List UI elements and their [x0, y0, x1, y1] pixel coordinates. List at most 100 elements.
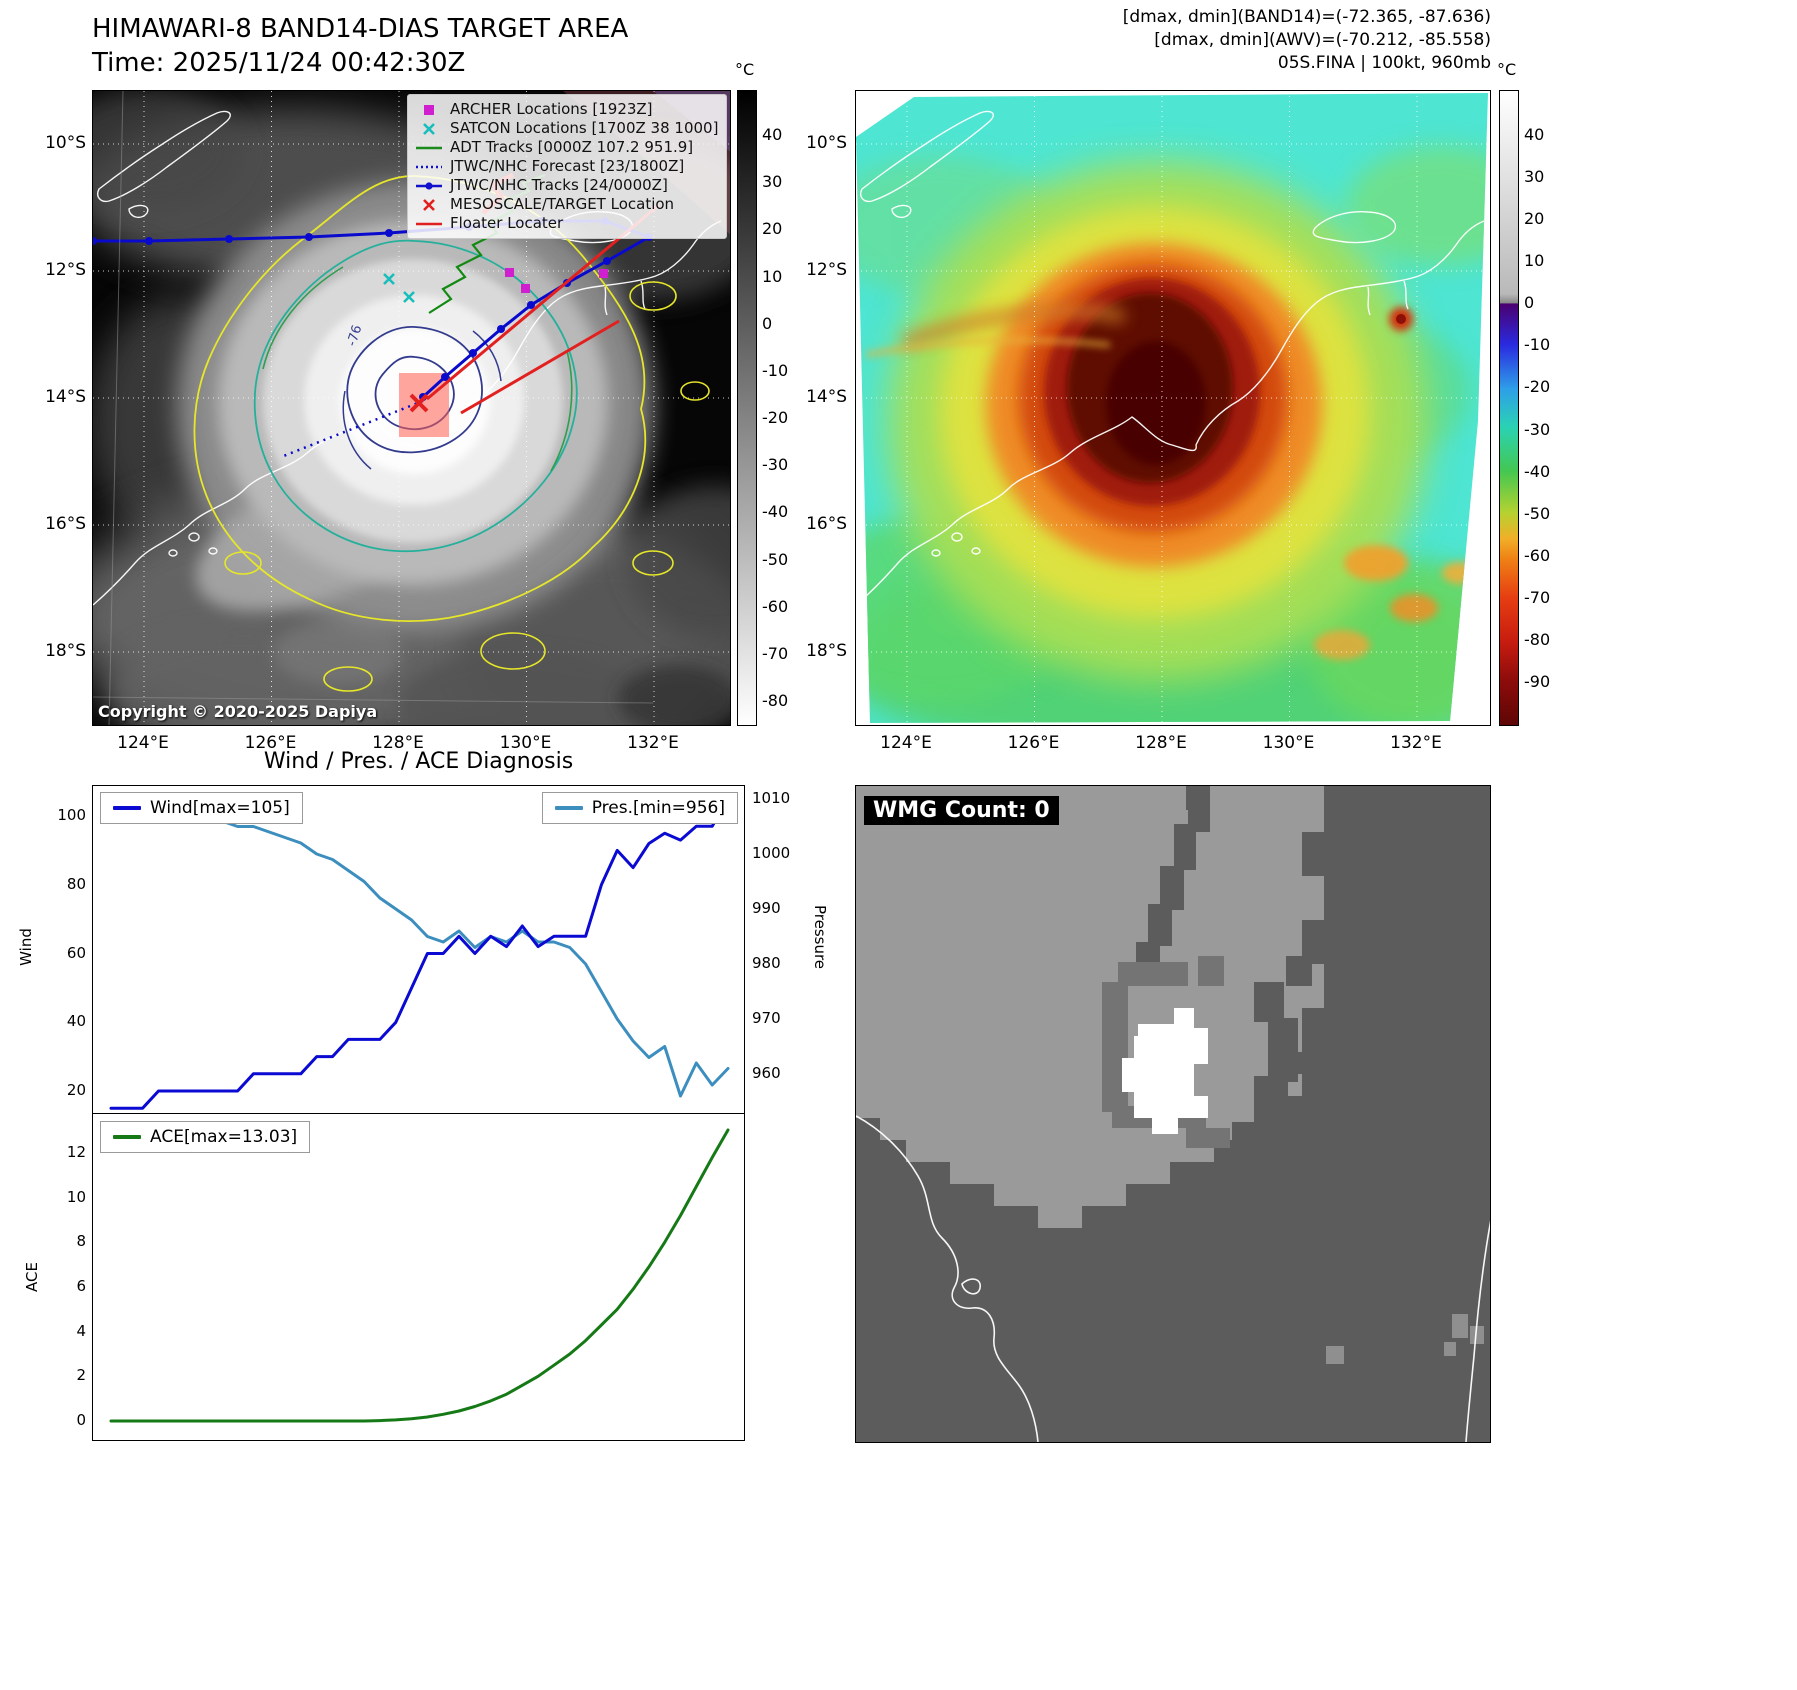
satcon-marker	[383, 273, 395, 285]
temperature-contours: -76	[193, 175, 710, 692]
floater-line	[460, 319, 620, 415]
map-legend: ARCHER Locations [1923Z] SATCON Locations…	[407, 94, 727, 239]
coastlines	[856, 1115, 1490, 1442]
colorbar-tick: 10	[762, 266, 783, 286]
ace-axis-label: ACE	[23, 1262, 41, 1292]
colorbar-tick: -80	[762, 691, 789, 710]
lat-tick: 18°S	[806, 641, 847, 661]
colorbar-tick: 30	[1524, 167, 1545, 187]
lat-tick: 16°S	[45, 514, 86, 534]
target-area-box	[399, 373, 449, 437]
archer-marker	[521, 284, 530, 293]
coastlines	[856, 110, 1485, 606]
colorbar-unit: °C	[735, 60, 755, 79]
archer-marker	[599, 269, 608, 278]
wind-ytick: 20	[66, 1081, 86, 1099]
wind-ytick: 100	[57, 806, 86, 824]
ace-legend-label: ACE[max=13.03]	[150, 1127, 298, 1147]
colorbar-tick: -70	[1524, 587, 1551, 607]
colorbar-tick: 10	[1524, 251, 1545, 271]
ace-ytick: 4	[76, 1321, 86, 1340]
grid-lines	[856, 93, 1488, 723]
contour-label: -76	[345, 323, 366, 348]
stats-header: [dmax, dmin](BAND14)=(-72.365, -87.636) …	[900, 6, 1491, 75]
dmax-band14: [dmax, dmin](BAND14)=(-72.365, -87.636)	[1122, 7, 1491, 27]
pressure-line-swatch	[554, 806, 583, 810]
colorbar-tick: -90	[1524, 672, 1551, 691]
colorbar-tick: -60	[1524, 545, 1551, 565]
lat-tick: 14°S	[45, 387, 86, 407]
lat-tick: 16°S	[806, 514, 847, 534]
wind-legend: Wind[max=105]	[100, 792, 303, 824]
legend-item: ARCHER Locations [1923Z]	[414, 100, 720, 119]
pressure-ytick: 1010	[752, 789, 791, 807]
ace-line-swatch	[113, 1135, 141, 1139]
colorbar-tick: -10	[1524, 335, 1551, 355]
wind-ytick: 40	[66, 1012, 86, 1031]
ace-ytick: 2	[76, 1366, 86, 1385]
wind-line-swatch	[113, 806, 141, 810]
colorbar-tick: -70	[762, 643, 789, 663]
colorbar-tick: -10	[762, 360, 789, 380]
rainbow-colorbar	[1499, 90, 1519, 726]
lon-tick: 132°E	[627, 733, 679, 753]
lon-tick: 124°E	[117, 733, 169, 753]
lat-tick: 18°S	[45, 641, 86, 661]
wind-legend-label: Wind[max=105]	[150, 798, 290, 818]
colorbar-tick: -30	[1524, 419, 1551, 439]
page-title: HIMAWARI-8 BAND14-DIAS TARGET AREA	[92, 14, 629, 44]
lon-tick: 132°E	[1390, 733, 1442, 753]
wmg-map: WMG Count: 0	[855, 785, 1491, 1443]
pressure-ytick: 990	[752, 899, 781, 917]
lat-tick: 12°S	[45, 260, 86, 280]
lon-tick: 128°E	[372, 733, 424, 753]
wind-axis-label: Wind	[17, 928, 35, 966]
ir-image: -76	[93, 91, 730, 725]
ace-plot	[109, 1128, 730, 1423]
colorbar-unit: °C	[1497, 60, 1517, 79]
pressure-ytick: 970	[752, 1009, 781, 1027]
wind-pressure-plot	[109, 797, 730, 1110]
colorbar-tick: 0	[1524, 293, 1535, 313]
ace-ytick: 0	[76, 1411, 86, 1429]
colorbar-tick: 20	[1524, 209, 1545, 229]
lon-tick: 128°E	[1135, 733, 1187, 753]
lat-tick: 10°S	[45, 133, 86, 153]
enhanced-ir-image	[856, 91, 1490, 725]
ace-ytick: 10	[66, 1187, 86, 1206]
colorbar-tick: -30	[762, 455, 789, 475]
pressure-legend: Pres.[min=956]	[541, 792, 738, 824]
mesoscale-target-marker	[409, 393, 429, 413]
lon-tick: 126°E	[244, 733, 297, 753]
legend-item: JTWC/NHC Tracks [24/0000Z]	[414, 176, 720, 195]
pressure-ytick: 1000	[752, 844, 791, 862]
pressure-ytick: 960	[752, 1064, 781, 1082]
colorbar-tick: -60	[762, 596, 789, 616]
legend-item: JTWC/NHC Forecast [23/1800Z]	[416, 157, 685, 175]
wind-ytick: 60	[66, 943, 86, 962]
lat-tick: 14°S	[806, 387, 847, 407]
lon-tick: 124°E	[880, 733, 932, 753]
lon-tick: 130°E	[1262, 733, 1315, 753]
colorbar-tick: 0	[762, 313, 773, 333]
small-warm-pixels	[1326, 1314, 1484, 1364]
ace-ytick: 6	[76, 1277, 86, 1295]
ace-ytick: 12	[66, 1143, 86, 1161]
colorbar-tick: -50	[1524, 503, 1551, 523]
legend-item: ADT Tracks [0000Z 107.2 951.9]	[416, 138, 694, 156]
pressure-legend-label: Pres.[min=956]	[591, 798, 725, 818]
satellite-map-band14: -76	[92, 90, 731, 726]
storm-id-intensity: 05S.FINA | 100kt, 960mb	[1277, 53, 1491, 73]
colorbar-tick: -20	[1524, 377, 1551, 397]
colorbar-tick: -20	[762, 408, 789, 427]
timestamp: Time: 2025/11/24 00:42:30Z	[92, 48, 466, 78]
wind-pressure-chart	[92, 785, 745, 1114]
lat-tick: 12°S	[806, 260, 847, 280]
pressure-ytick: 980	[752, 954, 781, 972]
ace-ytick: 8	[76, 1232, 86, 1251]
legend-item: Floater Locater	[416, 214, 564, 232]
chart-title: Wind / Pres. / ACE Diagnosis	[263, 749, 574, 774]
ace-legend: ACE[max=13.03]	[100, 1121, 311, 1153]
lon-tick: 130°E	[499, 733, 552, 753]
colorbar-tick: -80	[1524, 629, 1551, 649]
